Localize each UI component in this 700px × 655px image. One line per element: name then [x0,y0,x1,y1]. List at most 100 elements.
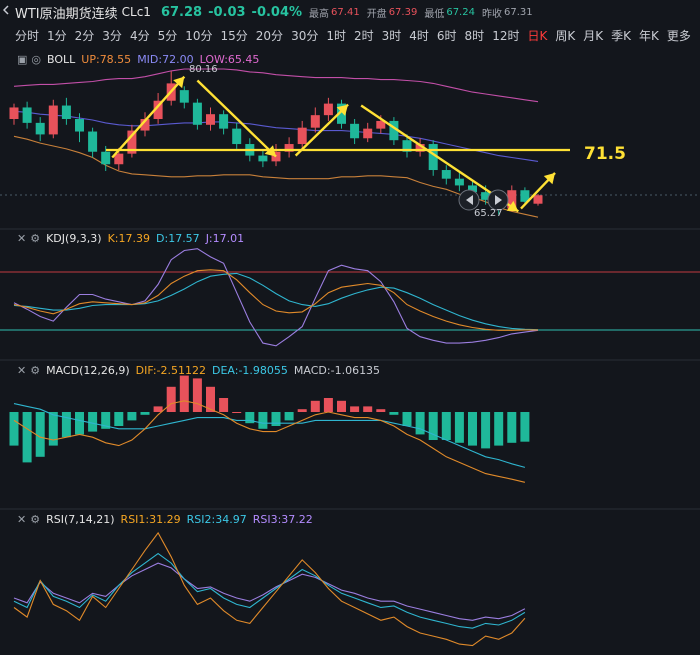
candle-body [140,119,150,131]
eye-icon[interactable]: ◎ [31,52,42,66]
macd-bar [35,412,45,457]
timeframe-tab-22[interactable]: 更多 [666,28,691,43]
timeframe-tab-6[interactable]: 10分 [185,28,213,43]
boll-legend: ▣ ◎ BOLL UP:78.55 MID:72.00 LOW:65.45 [0,51,259,67]
collapse-icon[interactable]: ▣ [17,52,28,66]
close-icon[interactable]: ✕ [17,512,27,526]
timeframe-tab-12[interactable]: 3时 [381,28,402,43]
boll-up-value: UP:78.55 [81,52,132,66]
rsi2-value: RSI2:34.97 [186,512,247,526]
timeframe-tab-5[interactable]: 5分 [157,28,178,43]
timeframe-tab-11[interactable]: 2时 [353,28,374,43]
settings-icon[interactable]: ⚙ [30,363,41,377]
macd-bar [350,406,360,412]
timeframe-tab-17[interactable]: 日K [527,28,548,43]
timeframe-tab-2[interactable]: 2分 [74,28,95,43]
candle-body [481,192,491,200]
macd-dif-value: DIF:-2.51122 [135,363,206,377]
macd-bar [297,409,307,412]
candle-body [35,122,45,135]
kdj-k-line [13,269,538,331]
trend-arrowhead [336,104,349,116]
timeframe-tab-14[interactable]: 6时 [436,28,457,43]
candle-body [323,103,333,116]
macd-bar [140,412,150,415]
macd-bar [153,406,163,412]
candle-body [232,128,242,145]
candle-body [441,170,451,179]
trend-arrow-up-2 [294,103,349,157]
macd-bar [9,412,19,446]
macd-dif-line [13,400,526,483]
macd-bar [520,412,530,442]
macd-bar [428,412,438,440]
trend-arrow-up-1 [111,75,186,159]
instrument-code[interactable]: CLc1 [121,5,151,19]
macd-bar [507,412,517,443]
macd-bar [415,412,425,435]
timeframe-tab-3[interactable]: 3分 [102,28,122,43]
price-change-pct: -0.04% [251,4,303,20]
high-value: 67.41 [331,6,360,18]
macd-bar [75,412,84,435]
macd-bar [206,386,215,412]
candle-body [9,107,19,120]
timeframe-tab-7[interactable]: 15分 [220,28,248,43]
candle-body [61,105,71,120]
macd-bar [48,412,58,446]
level-annotation: 71.5 [584,144,626,164]
timeframe-tab-19[interactable]: 月K [583,28,604,43]
timeframe-tab-8[interactable]: 20分 [255,28,284,43]
rsi1-value: RSI1:31.29 [120,512,181,526]
settings-icon[interactable]: ⚙ [30,231,41,245]
candle-body [192,102,202,125]
kdj-j-value: J:17.01 [205,231,245,245]
boll-low-value: LOW:65.45 [199,52,260,66]
chevron-left-icon[interactable] [3,5,9,15]
rewind-icon [466,195,473,205]
timeframe-tab-4[interactable]: 4分 [129,28,150,43]
kdj-name[interactable]: KDJ(9,3,3) [46,231,102,245]
macd-name[interactable]: MACD(12,26,9) [46,363,130,377]
timeframe-tab-1[interactable]: 1分 [47,28,67,43]
macd-bar [363,406,373,412]
timeframe-tab-21[interactable]: 年K [638,28,659,43]
close-icon[interactable]: ✕ [17,363,27,377]
open-label: 开盘 [366,8,387,20]
macd-bar [284,412,294,421]
rsi3-line [13,562,526,621]
macd-bar [323,398,333,412]
timeframe-tab-10[interactable]: 1时 [326,28,346,43]
timeframe-tab-13[interactable]: 4时 [409,28,429,43]
macd-bar [389,412,399,415]
open-value: 67.39 [388,6,418,18]
rsi-name[interactable]: RSI(7,14,21) [46,512,115,526]
timeframe-tab-15[interactable]: 8时 [464,28,485,43]
macd-bar [481,412,491,449]
candle-body [88,131,98,152]
header-bar: WTI原油期货连续 CLc1 67.28 -0.03 -0.04% 最高 67.… [0,0,700,24]
macd-bar [245,412,255,424]
candle-body [206,114,215,125]
macd-bar [402,412,412,426]
timeframe-tab-18[interactable]: 周K [555,28,576,43]
candle-body [219,114,229,129]
candle-body [389,120,399,141]
candle-body [75,119,84,132]
kdj-legend: ✕ ⚙ KDJ(9,3,3) K:17.39 D:17.57 J:17.01 [0,230,244,246]
candle-body [114,153,124,165]
high-price-mark: 80.16 [189,64,218,75]
boll-name[interactable]: BOLL [47,52,76,66]
settings-icon[interactable]: ⚙ [30,512,41,526]
macd-bar [310,400,320,412]
boll-mid-line [13,110,539,162]
macd-bar [101,412,111,429]
candle-body [337,103,346,124]
collapse-icon[interactable]: ✕ [17,231,27,245]
timeframe-tab-16[interactable]: 12时 [492,28,520,43]
candle-body [415,144,425,152]
candle-body [454,178,464,186]
timeframe-tab-9[interactable]: 30分 [291,28,319,43]
timeframe-tab-0[interactable]: 分时 [15,28,40,43]
timeframe-tab-20[interactable]: 季K [611,28,631,43]
